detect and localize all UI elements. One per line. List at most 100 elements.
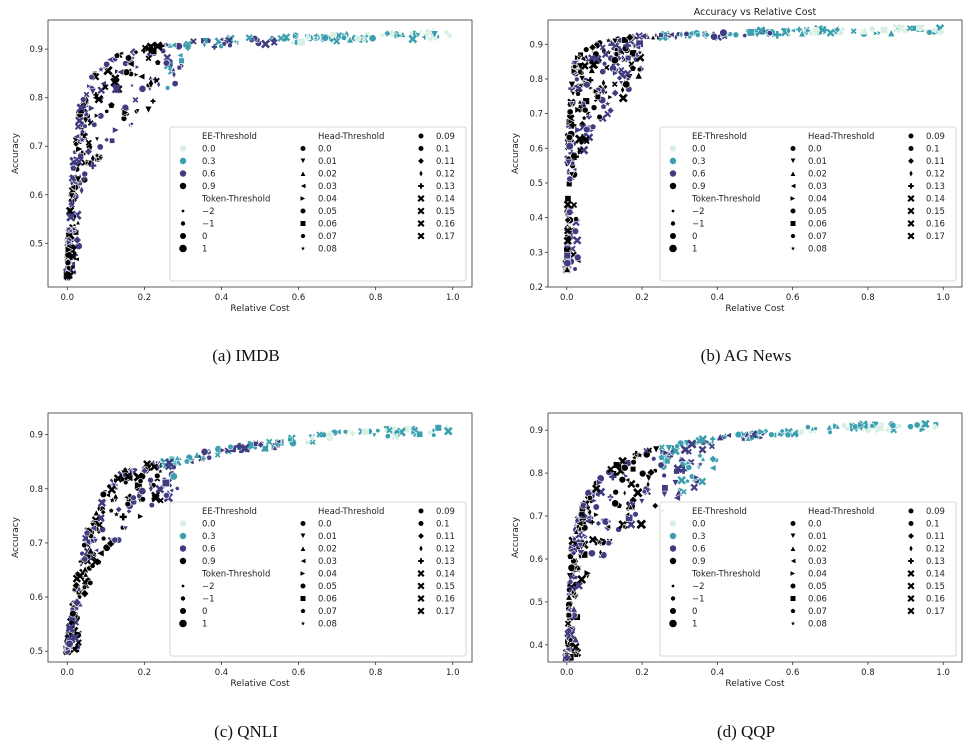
data-point (592, 503, 600, 511)
legend-head-marker (417, 532, 425, 540)
legend-ee-title: EE-Threshold (692, 507, 747, 517)
data-point (926, 29, 933, 36)
data-point (626, 520, 636, 529)
data-point (627, 503, 634, 511)
data-point (137, 478, 144, 485)
data-point (778, 427, 786, 435)
data-point (94, 94, 104, 104)
data-point (696, 452, 704, 460)
data-point (643, 447, 650, 454)
data-point (818, 25, 827, 34)
legend-head-label: 0.14 (436, 570, 455, 580)
data-point (773, 30, 782, 39)
data-point (84, 147, 93, 156)
data-points (62, 28, 453, 283)
data-point (841, 422, 848, 429)
data-point (618, 476, 627, 484)
data-point (115, 505, 123, 514)
data-point (176, 65, 182, 71)
data-point (268, 35, 275, 42)
legend-ee-label: 0.6 (692, 545, 706, 555)
data-point (613, 46, 619, 52)
data-point (636, 519, 647, 530)
data-point (416, 430, 424, 438)
data-point (309, 439, 316, 446)
data-point (107, 101, 116, 109)
y-tick-label: 0.6 (29, 593, 43, 603)
data-point (634, 71, 643, 80)
scatter-panel-2: Accuracy vs Relative Cost 0.0 0.2 0.4 0.6 0.8… (511, 7, 963, 314)
data-point (598, 548, 603, 557)
data-point (630, 459, 637, 466)
data-point (148, 501, 155, 509)
data-point (595, 520, 602, 527)
data-point (661, 472, 667, 479)
data-point (153, 458, 160, 466)
data-point (574, 125, 583, 135)
data-point (256, 441, 265, 449)
legend-head-label: 0.13 (436, 182, 455, 192)
data-point (626, 76, 632, 83)
data-point (206, 454, 213, 461)
data-point (333, 37, 341, 45)
legend-head-label: 0.03 (318, 557, 337, 567)
data-point (174, 454, 181, 461)
data-point (218, 36, 224, 43)
data-point (572, 236, 582, 245)
data-point (812, 26, 820, 35)
data-point (304, 439, 310, 446)
legend-head-label: 0.04 (808, 195, 827, 205)
data-point (921, 419, 930, 429)
legend-token-label: 0 (692, 232, 697, 242)
legend-token-swatch (180, 596, 186, 601)
legend-ee-swatch (179, 145, 187, 152)
legend-ee-label: 0.6 (202, 545, 216, 555)
data-point (79, 96, 87, 103)
data-point (69, 252, 76, 259)
data-point (167, 487, 174, 494)
legend-head-marker (789, 520, 797, 527)
x-tick-label: 0.0 (61, 668, 75, 678)
data-point (72, 235, 82, 245)
legend-head-label: 0.16 (436, 220, 455, 230)
data-point (157, 497, 164, 504)
data-point (564, 620, 572, 627)
data-point (103, 60, 111, 68)
data-point (607, 94, 614, 101)
data-point (88, 524, 97, 532)
data-point (81, 555, 89, 563)
data-point (87, 579, 94, 586)
data-point (178, 57, 185, 64)
legend-head-marker (299, 582, 307, 590)
legend-token-swatch (180, 221, 186, 226)
data-point (913, 421, 921, 429)
x-tick-label: 0.6 (786, 668, 800, 678)
data-point (634, 44, 641, 51)
data-point (622, 523, 627, 531)
data-point (348, 429, 357, 438)
legend-head-label: 0.0 (808, 145, 822, 155)
legend-head-marker (417, 157, 425, 165)
y-axis-label: Accuracy (511, 132, 521, 174)
data-point (282, 33, 291, 42)
data-point (594, 93, 602, 101)
legend-head-label: 0.17 (926, 232, 945, 242)
data-point (384, 433, 391, 440)
data-point (638, 498, 646, 506)
data-point (583, 125, 591, 134)
data-point (734, 430, 743, 439)
y-tick-label: 0.5 (29, 647, 43, 657)
data-point (83, 91, 90, 98)
data-point (396, 32, 404, 39)
legend-token-label: −2 (202, 207, 215, 217)
legend-token-label: 0 (202, 232, 207, 242)
legend-head-marker (418, 169, 424, 178)
legend-head-marker (907, 520, 915, 527)
legend-head-marker (789, 619, 797, 627)
data-point (169, 472, 178, 481)
data-point (857, 420, 866, 430)
data-point (100, 535, 107, 542)
legend-token-swatch (179, 244, 187, 253)
data-point (569, 160, 576, 166)
legend-head-marker (299, 545, 307, 552)
